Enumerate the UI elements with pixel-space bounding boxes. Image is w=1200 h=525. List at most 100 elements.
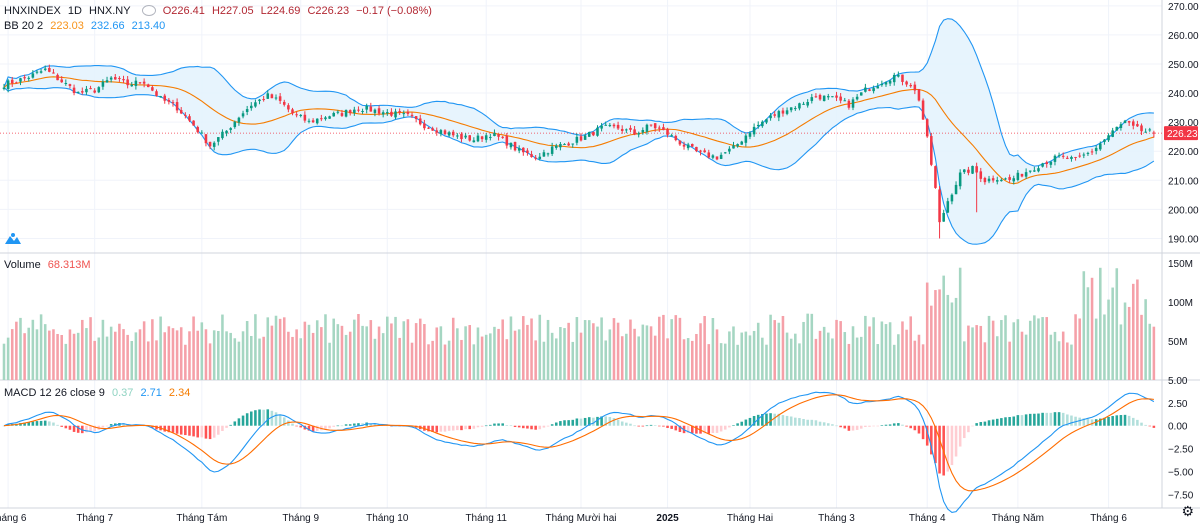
tradingview-logo-icon[interactable] — [4, 232, 22, 246]
candle[interactable] — [497, 134, 500, 137]
candle[interactable] — [1107, 135, 1110, 141]
volume-bar[interactable] — [212, 330, 216, 380]
time-tick-label[interactable]: Tháng 7 — [76, 513, 113, 524]
volume-bar[interactable] — [921, 344, 925, 380]
candle[interactable] — [633, 129, 636, 135]
candle[interactable] — [822, 95, 826, 102]
candle[interactable] — [402, 113, 406, 115]
candle[interactable] — [522, 147, 525, 153]
candle[interactable] — [773, 114, 776, 116]
candle[interactable] — [250, 105, 253, 109]
candle[interactable] — [534, 157, 537, 159]
volume-bar[interactable] — [513, 330, 517, 380]
volume-bar[interactable] — [151, 319, 154, 380]
volume-bar[interactable] — [48, 330, 51, 380]
volume-bar[interactable] — [958, 267, 962, 380]
candle[interactable] — [423, 123, 426, 129]
volume-bar[interactable] — [406, 319, 410, 380]
volume-bar[interactable] — [184, 344, 187, 380]
volume-bar[interactable] — [752, 330, 756, 380]
candle[interactable] — [328, 116, 331, 119]
candle[interactable] — [414, 116, 418, 120]
volume-bar[interactable] — [501, 319, 504, 380]
candle[interactable] — [946, 201, 950, 213]
candle[interactable] — [810, 97, 814, 101]
volume-bar[interactable] — [897, 334, 900, 380]
candle[interactable] — [1152, 132, 1156, 134]
candle[interactable] — [695, 146, 698, 152]
volume-bar[interactable] — [616, 322, 620, 380]
time-tick-label[interactable]: Tháng Tám — [176, 513, 227, 524]
volume-bar[interactable] — [381, 333, 385, 380]
candle[interactable] — [76, 91, 80, 93]
volume-bar[interactable] — [769, 314, 772, 380]
volume-bar[interactable] — [975, 325, 978, 380]
candle[interactable] — [1144, 131, 1147, 133]
volume-bar[interactable] — [348, 331, 352, 380]
volume-bar[interactable] — [175, 330, 179, 380]
candle[interactable] — [460, 133, 463, 140]
candle[interactable] — [225, 130, 228, 134]
candle[interactable] — [575, 136, 579, 143]
candle[interactable] — [159, 96, 162, 98]
candle[interactable] — [1131, 121, 1135, 126]
volume-bar[interactable] — [1070, 344, 1073, 380]
volume-bar[interactable] — [789, 338, 793, 380]
volume-bar[interactable] — [171, 328, 175, 380]
volume-bar[interactable] — [1008, 341, 1011, 380]
volume-bar[interactable] — [31, 319, 35, 380]
volume-bar[interactable] — [620, 336, 624, 380]
candle[interactable] — [814, 96, 818, 98]
candle[interactable] — [641, 130, 645, 133]
volume-bar[interactable] — [311, 332, 315, 380]
volume-bar[interactable] — [138, 329, 142, 380]
volume-bar[interactable] — [1115, 268, 1119, 380]
candle[interactable] — [942, 212, 945, 222]
volume-bar[interactable] — [398, 337, 401, 380]
volume-bar[interactable] — [130, 340, 134, 380]
candle[interactable] — [6, 80, 10, 90]
volume-bar[interactable] — [991, 320, 995, 380]
time-tick-label[interactable]: Tháng 4 — [909, 513, 946, 524]
volume-bar[interactable] — [456, 328, 459, 380]
candle[interactable] — [431, 128, 434, 131]
volume-bar[interactable] — [23, 333, 26, 380]
candle[interactable] — [711, 155, 715, 158]
candle[interactable] — [909, 85, 912, 87]
candle[interactable] — [517, 148, 521, 151]
candle[interactable] — [39, 71, 43, 73]
eye-icon[interactable] — [141, 4, 156, 16]
volume-bar[interactable] — [1053, 331, 1057, 380]
candle[interactable] — [278, 96, 282, 101]
candle[interactable] — [1037, 168, 1040, 172]
volume-bar[interactable] — [674, 315, 678, 380]
candle[interactable] — [31, 73, 35, 78]
price-badge[interactable] — [1164, 126, 1198, 141]
candle[interactable] — [130, 84, 134, 87]
time-tick-label[interactable]: Tháng 6 — [0, 513, 27, 524]
candle[interactable] — [229, 128, 232, 130]
volume-bar[interactable] — [15, 321, 18, 380]
volume-bar[interactable] — [855, 337, 859, 380]
candle[interactable] — [262, 99, 265, 101]
volume-bar[interactable] — [967, 325, 970, 380]
volume-bar[interactable] — [822, 326, 826, 380]
volume-bar[interactable] — [303, 321, 307, 380]
candle[interactable] — [1086, 152, 1090, 154]
candle[interactable] — [798, 103, 801, 109]
candle[interactable] — [723, 152, 727, 154]
candle[interactable] — [1016, 172, 1020, 180]
candle[interactable] — [563, 143, 566, 145]
volume-bar[interactable] — [777, 322, 781, 380]
volume-bar[interactable] — [728, 331, 731, 380]
candle[interactable] — [715, 156, 719, 160]
volume-bar[interactable] — [447, 340, 451, 380]
volume-bar[interactable] — [472, 344, 476, 380]
time-tick-label[interactable]: 2025 — [656, 513, 679, 524]
volume-bar[interactable] — [1136, 279, 1139, 380]
time-tick-label[interactable]: Tháng Hai — [727, 513, 773, 524]
candle[interactable] — [1024, 172, 1028, 177]
candle[interactable] — [68, 84, 72, 86]
candle[interactable] — [282, 101, 286, 105]
